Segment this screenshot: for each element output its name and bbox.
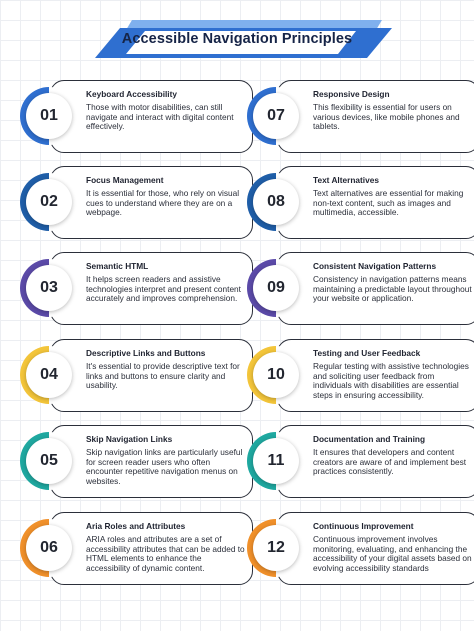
principle-card: Aria Roles and Attributes ARIA roles and … bbox=[50, 512, 253, 585]
principle-title: Descriptive Links and Buttons bbox=[86, 348, 206, 358]
principle-description: Regular testing with assistive technolog… bbox=[313, 361, 469, 400]
principle-description: It helps screen readers and assistive te… bbox=[86, 274, 241, 304]
principle-card: Consistent Navigation Patterns Consistenc… bbox=[277, 252, 474, 325]
number-badge: 10 bbox=[246, 345, 306, 405]
badge-number: 05 bbox=[26, 438, 72, 484]
badge-number: 12 bbox=[253, 525, 299, 571]
principle-description: It ensures that developers and content c… bbox=[313, 447, 467, 477]
principle-description: It's essential to provide descriptive te… bbox=[86, 361, 240, 391]
principle-description: Continuous improvement involves monitori… bbox=[313, 534, 472, 573]
principle-description: This flexibility is essential for users … bbox=[313, 102, 460, 132]
principle-card: Skip Navigation Links Skip navigation lin… bbox=[50, 425, 253, 498]
principle-card: Text Alternatives Text alternatives are e… bbox=[277, 166, 474, 239]
principle-card: Focus Management It is essential for thos… bbox=[50, 166, 253, 239]
badge-number: 01 bbox=[26, 93, 72, 139]
banner-ribbon-shape bbox=[95, 20, 392, 58]
badge-number: 10 bbox=[253, 352, 299, 398]
number-badge: 04 bbox=[19, 345, 79, 405]
principle-title: Keyboard Accessibility bbox=[86, 89, 177, 99]
principle-title: Responsive Design bbox=[313, 89, 390, 99]
principle-description: Consistency in navigation patterns means… bbox=[313, 274, 472, 304]
principle-card: Semantic HTML It helps screen readers and… bbox=[50, 252, 253, 325]
badge-number: 11 bbox=[253, 438, 299, 484]
number-badge: 07 bbox=[246, 86, 306, 146]
principle-card: Descriptive Links and Buttons It's essent… bbox=[50, 339, 253, 412]
principle-card: Responsive Design This flexibility is ess… bbox=[277, 80, 474, 153]
principle-description: ARIA roles and attributes are a set of a… bbox=[86, 534, 245, 573]
principle-card: Keyboard Accessibility Those with motor d… bbox=[50, 80, 253, 153]
page-title: Accessible Navigation Principles bbox=[121, 31, 353, 47]
number-badge: 01 bbox=[19, 86, 79, 146]
principle-title: Testing and User Feedback bbox=[313, 348, 421, 358]
principle-card: Continuous Improvement Continuous improve… bbox=[277, 512, 474, 585]
number-badge: 09 bbox=[246, 258, 306, 318]
principle-description: Skip navigation links are particularly u… bbox=[86, 447, 243, 486]
principle-description: Those with motor disabilities, can still… bbox=[86, 102, 234, 132]
title-banner: Accessible Navigation Principles bbox=[0, 0, 474, 70]
badge-number: 04 bbox=[26, 352, 72, 398]
number-badge: 12 bbox=[246, 518, 306, 578]
principle-title: Aria Roles and Attributes bbox=[86, 521, 186, 531]
badge-number: 09 bbox=[253, 265, 299, 311]
principle-description: It is essential for those, who rely on v… bbox=[86, 188, 240, 218]
badge-number: 07 bbox=[253, 93, 299, 139]
badge-number: 06 bbox=[26, 525, 72, 571]
principle-card: Testing and User Feedback Regular testing… bbox=[277, 339, 474, 412]
principle-title: Continuous Improvement bbox=[313, 521, 414, 531]
number-badge: 02 bbox=[19, 172, 79, 232]
principle-title: Semantic HTML bbox=[86, 261, 149, 271]
badge-number: 02 bbox=[26, 179, 72, 225]
number-badge: 08 bbox=[246, 172, 306, 232]
number-badge: 06 bbox=[19, 518, 79, 578]
badge-number: 03 bbox=[26, 265, 72, 311]
principle-description: Text alternatives are essential for maki… bbox=[313, 188, 464, 218]
principle-title: Skip Navigation Links bbox=[86, 434, 173, 444]
number-badge: 03 bbox=[19, 258, 79, 318]
principle-title: Text Alternatives bbox=[313, 175, 379, 185]
principle-title: Focus Management bbox=[86, 175, 164, 185]
principle-title: Consistent Navigation Patterns bbox=[313, 261, 437, 271]
principle-title: Documentation and Training bbox=[313, 434, 426, 444]
principle-card: Documentation and Training It ensures tha… bbox=[277, 425, 474, 498]
number-badge: 11 bbox=[246, 431, 306, 491]
badge-number: 08 bbox=[253, 179, 299, 225]
number-badge: 05 bbox=[19, 431, 79, 491]
